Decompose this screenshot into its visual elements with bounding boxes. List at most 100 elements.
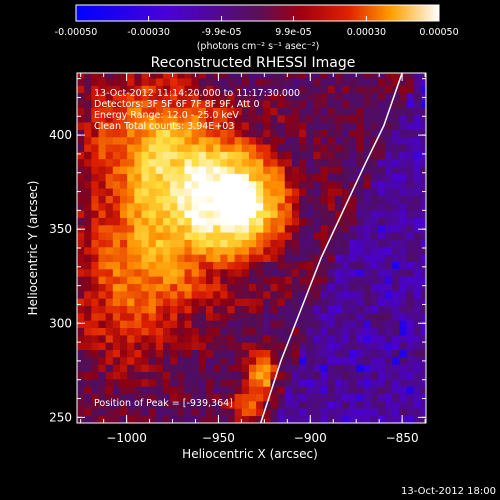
heatmap-cell [148,408,157,417]
heatmap-cell [413,364,422,373]
heatmap-cell [406,129,415,138]
heatmap-cell [162,85,171,94]
heatmap-cell [392,298,400,306]
heatmap-cell [84,195,92,204]
heatmap-cell [162,158,171,167]
heatmap-cell [119,408,128,417]
heatmap-cell [342,276,350,284]
heatmap-cell [256,349,264,358]
heatmap-cell [263,114,271,123]
heatmap-cell [327,129,336,138]
heatmap-cell [284,78,293,86]
heatmap-cell [370,166,379,174]
heatmap-cell [284,283,293,292]
heatmap-cell [385,290,393,299]
heatmap-cell [162,342,171,351]
heatmap-cell [220,239,228,248]
heatmap-cell [84,100,92,108]
heatmap-cell [320,334,329,343]
colorbar-tick-label: -9.9e-05 [202,27,242,38]
heatmap-cell [263,334,271,343]
heatmap-cell [291,254,300,262]
heatmap-cell [420,85,426,94]
heatmap-cell [127,129,135,138]
heatmap-cell [184,73,193,79]
heatmap-cell [162,151,171,160]
heatmap-cell [205,356,214,365]
heatmap-cell [413,378,422,387]
heatmap-cell [134,158,142,167]
heatmap-cell [84,239,92,248]
heatmap-cell [141,136,150,145]
heatmap-cell [420,202,426,211]
heatmap-cell [420,364,426,373]
heatmap-cell [198,305,207,314]
heatmap-cell [213,320,221,328]
heatmap-cell [105,415,114,423]
heatmap-cell [141,85,150,94]
heatmap-cell [227,393,235,402]
heatmap-cell [105,400,114,409]
heatmap-cell [112,92,121,101]
heatmap-cell [177,158,185,167]
heatmap-cell [392,129,400,138]
heatmap-cell [148,305,157,314]
heatmap-cell [313,129,321,138]
heatmap-cell [342,173,350,182]
heatmap-cell [334,239,343,248]
heatmap-cell [263,283,271,292]
heatmap-cell [263,268,271,277]
heatmap-cell [191,202,200,211]
heatmap-cell [356,415,364,423]
heatmap-cell [98,173,107,182]
heatmap-cell [227,268,235,277]
heatmap-cell [370,202,379,211]
heatmap-cell [277,100,286,108]
heatmap-cell [299,378,307,387]
heatmap-cell [349,246,357,255]
heatmap-cell [399,356,407,365]
heatmap-cell [270,232,278,240]
heatmap-cell [105,107,114,116]
heatmap-cell [256,298,264,306]
heatmap-cell [277,85,286,94]
heatmap-cell [342,232,350,240]
heatmap-cell [119,386,128,395]
heatmap-cell [184,364,193,373]
heatmap-cell [241,276,250,284]
heatmap-cell [248,349,257,358]
heatmap-cell [420,144,426,152]
heatmap-cell [98,158,107,167]
heatmap-cell [220,298,228,306]
heatmap-cell [184,305,193,314]
heatmap-cell [256,195,264,204]
heatmap-cell [84,166,92,174]
colorbar-tick-label: 0.00050 [419,27,458,38]
heatmap-cell [141,224,150,233]
heatmap-cell [363,78,372,86]
heatmap-cell [291,173,300,182]
heatmap-cell [420,305,426,314]
heatmap-cell [377,276,386,284]
heatmap-cell [127,232,135,240]
heatmap-cell [270,129,278,138]
heatmap-cell [134,144,142,152]
heatmap-cell [327,327,336,336]
heatmap-cell [256,276,264,284]
heatmap-cell [385,393,393,402]
heatmap-cell [127,195,135,204]
heatmap-cell [306,85,314,94]
heatmap-cell [220,400,228,409]
heatmap-cell [77,349,85,358]
heatmap-cell [220,364,228,373]
heatmap-cell [392,188,400,196]
heatmap-cell [213,114,221,123]
heatmap-cell [77,114,85,123]
heatmap-cell [342,180,350,189]
heatmap-cell [299,217,307,226]
heatmap-cell [184,224,193,233]
heatmap-cell [399,290,407,299]
heatmap-cell [370,276,379,284]
heatmap-cell [134,356,142,365]
heatmap-cell [112,85,121,94]
